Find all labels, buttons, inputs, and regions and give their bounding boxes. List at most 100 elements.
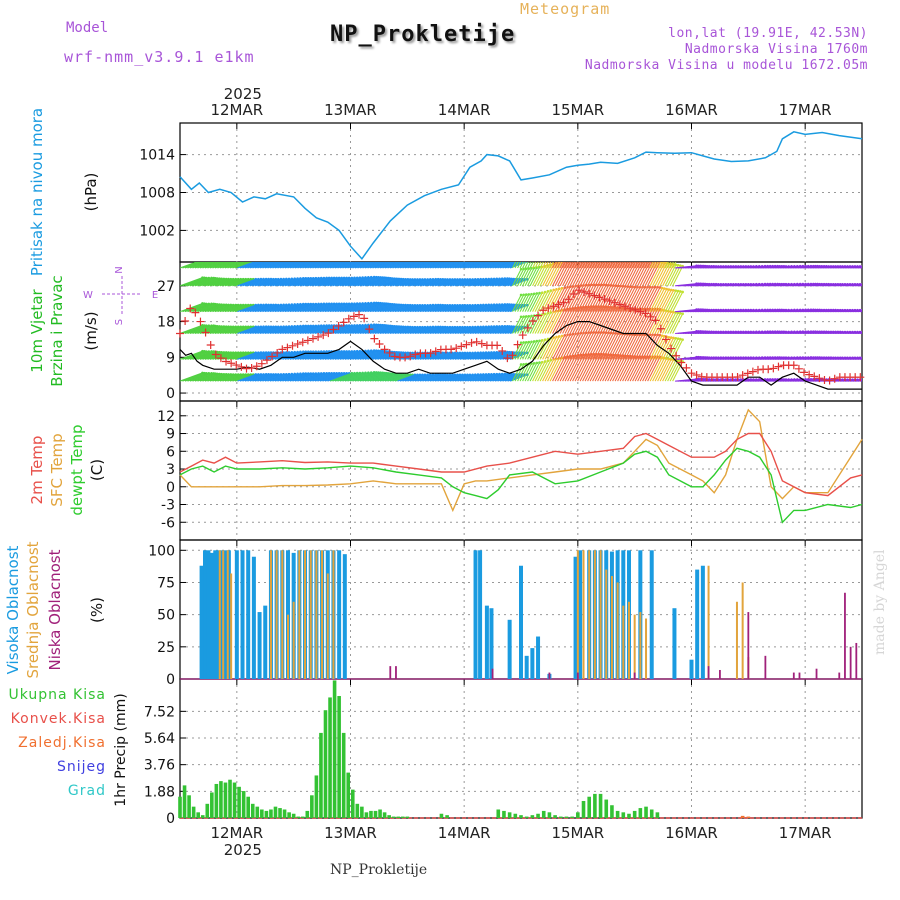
- cloud-bar: [292, 601, 295, 679]
- wind-arrow: [597, 262, 611, 287]
- wind-arrow: [304, 303, 327, 313]
- precip-bar: [237, 786, 241, 818]
- wind-arrow-head: [869, 283, 872, 286]
- wind-arrow: [222, 326, 241, 335]
- wind-gust-marker: [672, 351, 681, 360]
- wind-arrow: [489, 304, 510, 313]
- wind-arrow-head: [524, 315, 528, 318]
- wind-arrow-head: [538, 291, 541, 295]
- wind-arrow-head: [320, 259, 323, 262]
- wind-arrow: [457, 278, 476, 287]
- wind-arrow: [202, 304, 222, 313]
- precip-bar: [350, 789, 355, 818]
- wind-arrow: [459, 374, 479, 382]
- wind-arrow: [209, 352, 229, 360]
- wind-arrow: [232, 262, 251, 269]
- wind-arrow: [374, 262, 394, 269]
- wind-arrow: [442, 374, 461, 382]
- wind-arrow: [652, 335, 665, 360]
- wind-arrow: [594, 262, 608, 287]
- precip-bar: [581, 800, 586, 818]
- wind-arrow: [529, 292, 541, 312]
- wind-arrow-head: [593, 240, 596, 243]
- wind-arrow: [584, 262, 589, 269]
- wind-arrow-head: [538, 361, 541, 364]
- wind-arrow: [629, 262, 643, 287]
- wind-arrow: [254, 373, 274, 382]
- wind-arrow: [204, 278, 225, 287]
- wind-arrow: [419, 374, 439, 382]
- wind-arrow-head: [665, 287, 668, 291]
- wind-arrow: [539, 262, 544, 269]
- cloud-bar: [844, 592, 846, 679]
- precip-bar: [610, 805, 614, 818]
- wind-arrow: [344, 324, 369, 335]
- wind-arrow: [389, 262, 409, 269]
- wind-arrow: [602, 354, 617, 382]
- precip-bar: [191, 806, 196, 818]
- wind-arrow: [239, 352, 259, 360]
- wind-arrow-head: [628, 285, 632, 289]
- wind-arrow: [439, 352, 458, 360]
- wind-arrow: [589, 284, 605, 312]
- wind-arrow-head: [626, 285, 630, 288]
- wind-arrow: [634, 356, 649, 382]
- wind-arrow: [429, 278, 448, 287]
- wind-arrow: [397, 374, 416, 382]
- wind-arrow: [312, 262, 331, 269]
- wind-arrow: [224, 262, 243, 269]
- wind-arrow: [224, 373, 244, 382]
- wind-arrow-head: [627, 242, 630, 245]
- wind-arrow: [579, 262, 593, 287]
- wind-arrow: [284, 262, 303, 269]
- wind-arrow: [274, 278, 295, 287]
- wind-arrow: [254, 262, 273, 269]
- wind-arrow-head: [617, 259, 620, 262]
- wind-arrow: [592, 332, 607, 360]
- wind-gust-marker: [319, 331, 328, 340]
- wind-arrow: [362, 372, 386, 382]
- wind-arrow: [197, 278, 218, 287]
- credit-text: made by Angel: [872, 549, 888, 656]
- wind-arrow: [259, 262, 278, 269]
- wind-arrow: [644, 308, 659, 334]
- y-tick-label: 25: [157, 640, 175, 656]
- wind-arrow: [264, 278, 284, 287]
- y-tick-label: 7.52: [144, 704, 175, 720]
- wind-arrow: [342, 262, 361, 269]
- wind-arrow: [562, 262, 576, 287]
- wind-arrow: [249, 326, 269, 335]
- wind-arrow: [654, 262, 659, 269]
- wind-gust-marker: [237, 362, 246, 371]
- precip-bar: [536, 813, 540, 818]
- wind-arrow: [289, 325, 311, 335]
- wind-arrow: [184, 325, 207, 335]
- precip-unit-label: 1hr Precip (mm): [113, 693, 129, 806]
- wind-arrow: [659, 289, 672, 312]
- wind-arrow: [432, 304, 451, 313]
- wind-arrow: [659, 262, 664, 269]
- wind-arrow: [514, 342, 525, 360]
- cloud-bar: [478, 550, 483, 679]
- wind-arrow-head: [563, 286, 567, 289]
- wind-arrow: [669, 291, 681, 312]
- wind-arrow: [554, 262, 568, 287]
- wind-arrow: [294, 373, 317, 382]
- precip-bar: [405, 816, 410, 818]
- wind-arrow: [244, 278, 264, 287]
- wind-arrow-head: [568, 285, 572, 289]
- wind-arrow: [477, 325, 497, 335]
- wind-arrow-head: [660, 286, 664, 290]
- precip-bar: [644, 806, 648, 818]
- wind-arrow: [667, 262, 672, 269]
- precip-bar: [305, 810, 310, 818]
- wind-arrow: [409, 278, 428, 287]
- compass-north: N: [114, 266, 125, 273]
- compass-east: E: [152, 290, 158, 301]
- wind-arrow: [422, 278, 441, 287]
- wind-arrow: [647, 262, 661, 287]
- wind-arrow: [527, 362, 538, 382]
- wind-arrow: [229, 278, 249, 287]
- wind-arrow: [564, 262, 569, 269]
- wind-gust-marker: [477, 339, 486, 348]
